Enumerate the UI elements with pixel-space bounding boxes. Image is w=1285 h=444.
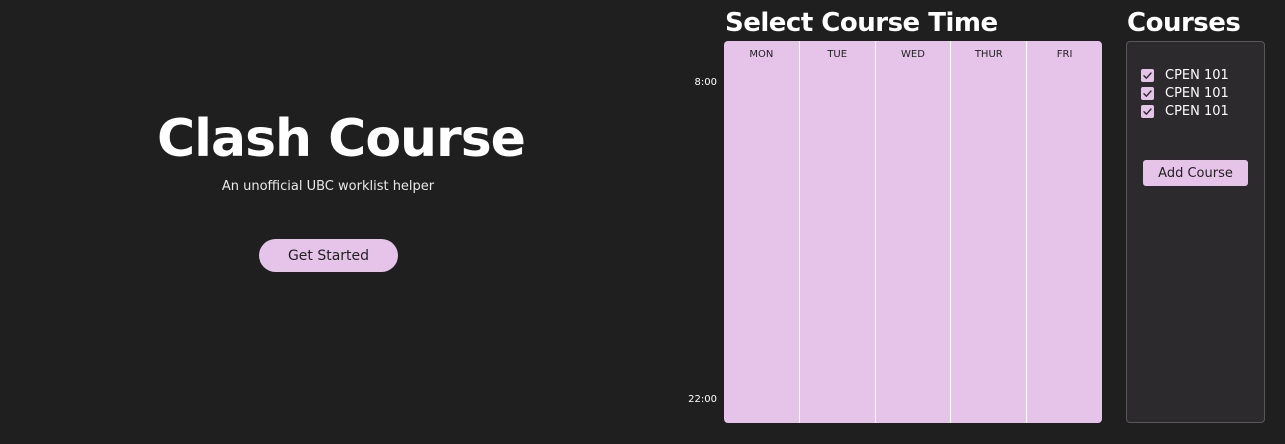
day-label-thur: THUR <box>974 49 1003 60</box>
course-item[interactable]: CPEN 101 <box>1141 66 1229 84</box>
day-column-wed[interactable]: WED <box>875 41 952 423</box>
course-checkbox[interactable] <box>1141 86 1154 100</box>
day-label-mon: MON <box>749 49 774 60</box>
app-title: Clash Course <box>157 109 526 169</box>
course-item[interactable]: CPEN 101 <box>1141 84 1229 102</box>
time-label-end: 22:00 <box>688 394 717 405</box>
check-icon <box>1143 71 1152 79</box>
course-item[interactable]: CPEN 101 <box>1141 102 1229 120</box>
day-label-fri: FRI <box>1056 49 1073 60</box>
day-column-fri[interactable]: FRI <box>1027 41 1102 423</box>
day-column-thur[interactable]: THUR <box>951 41 1028 423</box>
schedule-grid: MON TUE WED THUR FRI <box>724 41 1102 423</box>
course-checkbox[interactable] <box>1141 104 1154 118</box>
course-list: CPEN 101 CPEN 101 CPEN 101 <box>1141 66 1229 120</box>
check-icon <box>1143 89 1152 97</box>
app-subtitle: An unofficial UBC worklist helper <box>221 179 435 194</box>
course-label: CPEN 101 <box>1165 67 1229 83</box>
course-checkbox[interactable] <box>1141 68 1154 82</box>
course-label: CPEN 101 <box>1165 103 1229 119</box>
course-label: CPEN 101 <box>1165 85 1229 101</box>
courses-title: Courses <box>1127 8 1241 38</box>
time-label-start: 8:00 <box>694 77 717 88</box>
get-started-button[interactable]: Get Started <box>259 239 398 272</box>
courses-panel: CPEN 101 CPEN 101 CPEN 101 Add Cou <box>1126 41 1265 423</box>
add-course-button[interactable]: Add Course <box>1143 160 1248 186</box>
day-column-mon[interactable]: MON <box>724 41 800 423</box>
schedule-title: Select Course Time <box>725 8 998 38</box>
day-label-tue: TUE <box>827 49 848 60</box>
check-icon <box>1143 107 1152 115</box>
day-column-tue[interactable]: TUE <box>799 41 876 423</box>
day-label-wed: WED <box>901 49 925 60</box>
